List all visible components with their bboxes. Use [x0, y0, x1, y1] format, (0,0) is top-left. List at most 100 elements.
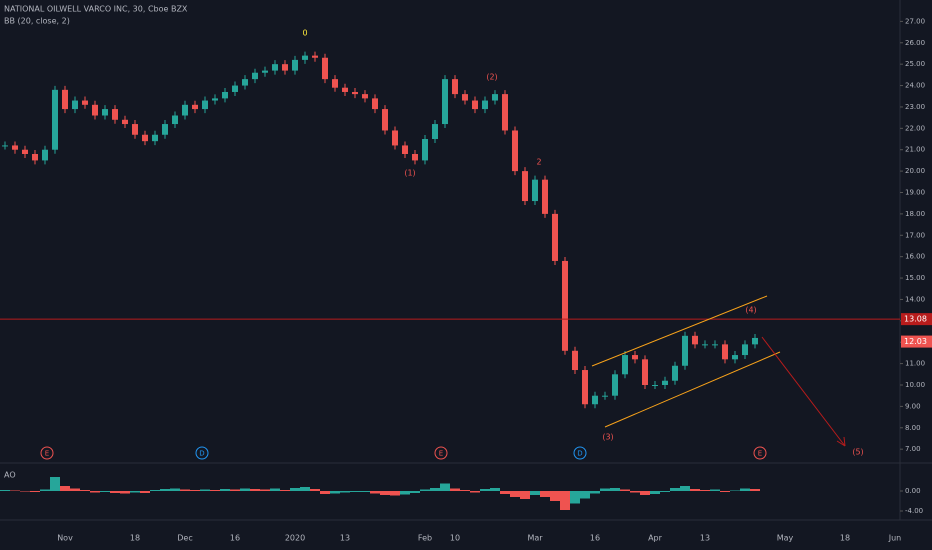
- ao-bar: [340, 491, 350, 493]
- ao-bar: [370, 491, 380, 494]
- candle-body: [272, 64, 278, 71]
- y-tick-label: 27.00: [905, 17, 925, 25]
- candle-body: [222, 91, 228, 99]
- ao-bar: [480, 489, 490, 491]
- event-label: E: [45, 450, 49, 458]
- ao-bar: [560, 491, 570, 510]
- ao-bar: [70, 488, 80, 491]
- x-tick-label: Nov: [57, 534, 73, 543]
- candle-body: [72, 100, 78, 110]
- ao-bar: [330, 491, 340, 494]
- candle-body: [282, 64, 288, 71]
- ao-bar: [590, 491, 600, 494]
- wave-label: (1): [404, 169, 415, 178]
- ao-bar: [680, 486, 690, 491]
- candle-body: [382, 109, 388, 131]
- candle-body: [162, 124, 168, 135]
- candle-body: [212, 98, 218, 101]
- ao-bar: [190, 490, 200, 491]
- candle-body: [652, 385, 658, 386]
- event-marker: [753, 446, 767, 460]
- candle-body: [402, 145, 408, 154]
- ao-bar: [100, 491, 110, 492]
- x-tick-label: 18: [840, 534, 850, 543]
- ao-bar: [470, 491, 480, 493]
- ao-bar: [520, 491, 530, 499]
- ao-bar: [540, 491, 550, 497]
- ao-bar: [690, 489, 700, 491]
- candle-body: [472, 100, 478, 110]
- candle-body: [172, 115, 178, 125]
- y-tick-label: -4.00: [905, 507, 923, 515]
- candle-body: [752, 337, 758, 345]
- ao-bar: [430, 488, 440, 491]
- candle-body: [142, 134, 148, 142]
- candle-body: [12, 145, 18, 150]
- ao-bar: [390, 491, 400, 496]
- ao-bar: [580, 491, 590, 499]
- event-label: E: [758, 450, 762, 458]
- ao-bar: [750, 489, 760, 491]
- ao-bar: [0, 490, 10, 491]
- chart-title: NATIONAL OILWELL VARCO INC, 30, Cboe BZX: [4, 5, 188, 14]
- candle-body: [482, 100, 488, 110]
- ao-bar: [170, 488, 180, 491]
- candle-body: [112, 109, 118, 120]
- ao-bar: [730, 490, 740, 491]
- candle-body: [82, 100, 88, 105]
- candle-body: [642, 359, 648, 385]
- candle-body: [132, 124, 138, 135]
- candle-body: [602, 395, 608, 397]
- wave-label: 0: [302, 29, 307, 38]
- ao-bar: [290, 488, 300, 491]
- ao-bar: [500, 491, 510, 494]
- x-tick-label: 13: [340, 534, 350, 543]
- candle-body: [92, 104, 98, 116]
- x-tick-label: 2020: [285, 534, 305, 543]
- ao-bar: [280, 490, 290, 491]
- ao-bar: [90, 491, 100, 493]
- ao-bar: [20, 491, 30, 492]
- candle-body: [372, 98, 378, 110]
- candle-body: [342, 87, 348, 92]
- ao-bar: [410, 491, 420, 493]
- candle-body: [672, 365, 678, 381]
- candle-body: [262, 70, 268, 73]
- candle-body: [312, 55, 318, 58]
- y-tick-label: 8.00: [905, 424, 921, 432]
- event-marker: [195, 446, 209, 460]
- candle-body: [292, 59, 298, 71]
- candle-body: [322, 57, 328, 80]
- ao-bar: [550, 491, 560, 501]
- x-tick-label: 16: [230, 534, 240, 543]
- candle-body: [192, 104, 198, 110]
- y-tick-label: 10.00: [905, 381, 925, 389]
- ao-bar: [260, 489, 270, 491]
- candle-body: [692, 335, 698, 345]
- ao-bar: [300, 487, 310, 491]
- y-tick-label: 25.00: [905, 60, 925, 68]
- ao-bar: [450, 488, 460, 491]
- candle-body: [392, 130, 398, 146]
- candle-body: [462, 94, 468, 101]
- candle-body: [512, 130, 518, 172]
- y-tick-label: 0.00: [905, 487, 921, 495]
- ao-bar: [270, 488, 280, 491]
- price-line-tag: [901, 313, 932, 326]
- ao-bar: [60, 486, 70, 491]
- candle-body: [502, 94, 508, 131]
- candle-body: [712, 344, 718, 346]
- ao-bar: [160, 489, 170, 491]
- last-price-tag: [901, 335, 932, 348]
- y-tick-label: 22.00: [905, 124, 925, 132]
- y-tick-label: 26.00: [905, 39, 925, 47]
- event-marker: [434, 446, 448, 460]
- ao-bar: [510, 491, 520, 497]
- candle-body: [442, 79, 448, 125]
- event-marker: [573, 446, 587, 460]
- candle-body: [252, 72, 258, 80]
- channel-top: [591, 295, 768, 367]
- ao-bar: [710, 489, 720, 491]
